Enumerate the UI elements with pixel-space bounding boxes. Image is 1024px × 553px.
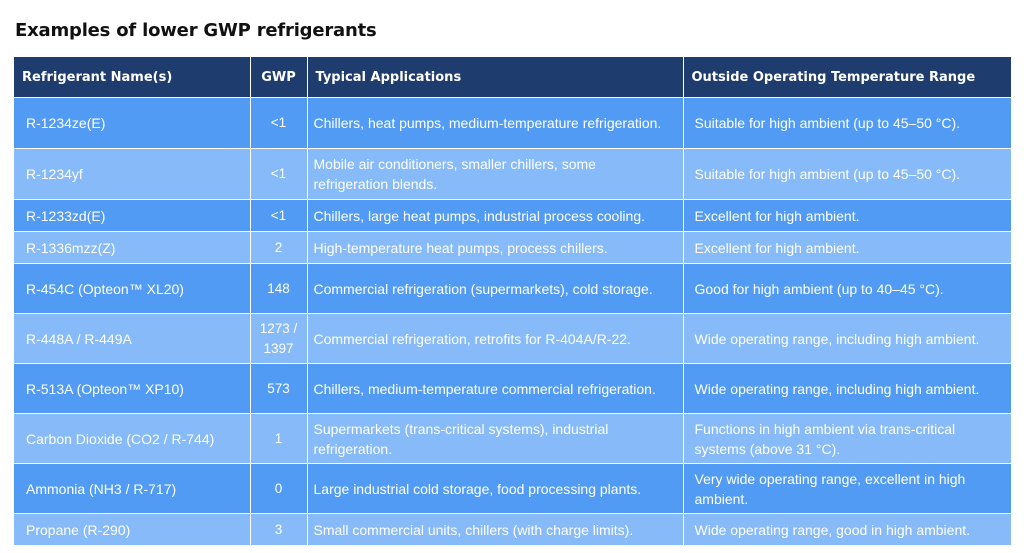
applications-cell: Chillers, large heat pumps, industrial p… xyxy=(307,199,684,232)
gwp-cell: 1273 / 1397 xyxy=(250,313,308,364)
header-operating-temperature-range: Outside Operating Temperature Range xyxy=(683,57,1011,98)
refrigerant-name-cell: Ammonia (NH3 / R-717) xyxy=(14,463,251,514)
gwp-cell: 573 xyxy=(250,363,308,414)
temperature-range-cell: Wide operating range, good in high ambie… xyxy=(683,513,1011,546)
table-row: Carbon Dioxide (CO2 / R-744) 1 Supermark… xyxy=(14,413,1011,464)
header-gwp: GWP xyxy=(250,57,308,98)
refrigerants-table: Refrigerant Name(s) GWP Typical Applicat… xyxy=(14,57,1011,546)
table-row: R-454C (Opteon™ XL20) 148 Commercial ref… xyxy=(14,263,1011,314)
gwp-cell: 3 xyxy=(250,513,308,546)
gwp-cell: <1 xyxy=(250,199,308,232)
temperature-range-cell: Suitable for high ambient (up to 45–50 °… xyxy=(683,148,1011,200)
temperature-range-cell: Excellent for high ambient. xyxy=(683,231,1011,264)
refrigerant-name-cell: R-1233zd(E) xyxy=(14,199,251,232)
gwp-cell: <1 xyxy=(250,97,308,149)
refrigerant-name-cell: Propane (R-290) xyxy=(14,513,251,546)
refrigerant-name-cell: R-513A (Opteon™ XP10) xyxy=(14,363,251,414)
gwp-cell: 148 xyxy=(250,263,308,314)
temperature-range-cell: Wide operating range, including high amb… xyxy=(683,313,1011,364)
table-row: R-1233zd(E) <1 Chillers, large heat pump… xyxy=(14,199,1011,232)
applications-cell: Large industrial cold storage, food proc… xyxy=(307,463,684,514)
header-refrigerant-name: Refrigerant Name(s) xyxy=(14,57,251,98)
applications-cell: Supermarkets (trans-critical systems), i… xyxy=(307,413,684,464)
applications-cell: Small commercial units, chillers (with c… xyxy=(307,513,684,546)
temperature-range-cell: Wide operating range, including high amb… xyxy=(683,363,1011,414)
table-row: R-1234ze(E) <1 Chillers, heat pumps, med… xyxy=(14,97,1011,149)
refrigerant-name-cell: R-1234ze(E) xyxy=(14,97,251,149)
gwp-cell: <1 xyxy=(250,148,308,200)
refrigerant-name-cell: R-1336mzz(Z) xyxy=(14,231,251,264)
table-header-row: Refrigerant Name(s) GWP Typical Applicat… xyxy=(14,57,1011,98)
gwp-cell: 1 xyxy=(250,413,308,464)
refrigerant-name-cell: R-1234yf xyxy=(14,148,251,200)
temperature-range-cell: Excellent for high ambient. xyxy=(683,199,1011,232)
applications-cell: Commercial refrigeration (supermarkets),… xyxy=(307,263,684,314)
applications-cell: Chillers, medium-temperature commercial … xyxy=(307,363,684,414)
applications-cell: Mobile air conditioners, smaller chiller… xyxy=(307,148,684,200)
gwp-cell: 2 xyxy=(250,231,308,264)
applications-cell: Chillers, heat pumps, medium-temperature… xyxy=(307,97,684,149)
header-typical-applications: Typical Applications xyxy=(307,57,684,98)
gwp-cell: 0 xyxy=(250,463,308,514)
applications-cell: Commercial refrigeration, retrofits for … xyxy=(307,313,684,364)
temperature-range-cell: Functions in high ambient via trans-crit… xyxy=(683,413,1011,464)
temperature-range-cell: Good for high ambient (up to 40–45 °C). xyxy=(683,263,1011,314)
refrigerant-name-cell: R-454C (Opteon™ XL20) xyxy=(14,263,251,314)
table-row: Ammonia (NH3 / R-717) 0 Large industrial… xyxy=(14,463,1011,514)
temperature-range-cell: Suitable for high ambient (up to 45–50 °… xyxy=(683,97,1011,149)
refrigerant-name-cell: R-448A / R-449A xyxy=(14,313,251,364)
table-row: R-1336mzz(Z) 2 High-temperature heat pum… xyxy=(14,231,1011,264)
table-row: R-513A (Opteon™ XP10) 573 Chillers, medi… xyxy=(14,363,1011,414)
table-row: R-1234yf <1 Mobile air conditioners, sma… xyxy=(14,148,1011,200)
refrigerant-name-cell: Carbon Dioxide (CO2 / R-744) xyxy=(14,413,251,464)
applications-cell: High-temperature heat pumps, process chi… xyxy=(307,231,684,264)
table-row: Propane (R-290) 3 Small commercial units… xyxy=(14,513,1011,546)
page-title: Examples of lower GWP refrigerants xyxy=(15,20,377,41)
temperature-range-cell: Very wide operating range, excellent in … xyxy=(683,463,1011,514)
table-row: R-448A / R-449A 1273 / 1397 Commercial r… xyxy=(14,313,1011,364)
